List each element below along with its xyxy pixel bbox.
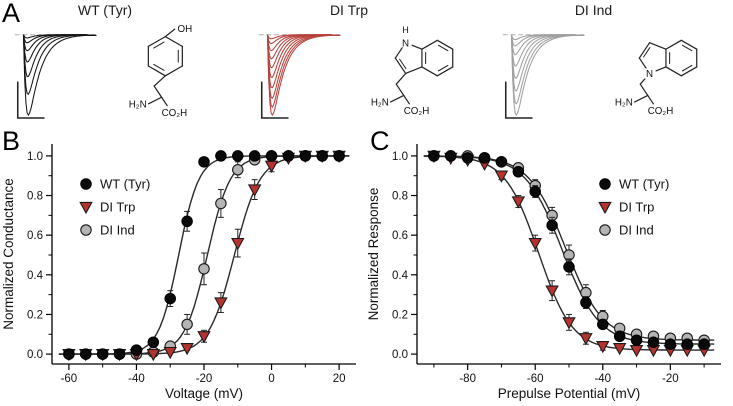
svg-text:Prepulse Potential (mV): Prepulse Potential (mV) (498, 386, 641, 401)
panel-a: A WT (Tyr) OH H₂N CO₂H DI Trp N H H₂N CO₂H DI… (0, 0, 733, 132)
trace-group-trp: DI Trp N H H₂N CO₂H (244, 2, 488, 126)
svg-text:H₂N: H₂N (371, 98, 389, 109)
activation-chart: -60 -40 -20 0 20 0.0 0.2 0.4 0.6 0.8 1.0 Voltage (m… (1, 144, 356, 401)
svg-text:0.4: 0.4 (392, 270, 409, 282)
svg-text:-80: -80 (459, 373, 476, 385)
svg-text:1.0: 1.0 (27, 151, 43, 163)
group-title-wt: WT (Tyr) (77, 2, 133, 18)
svg-text:0.8: 0.8 (27, 191, 43, 203)
svg-text:Normalized Response: Normalized Response (366, 188, 381, 321)
svg-text:0.2: 0.2 (27, 309, 43, 321)
svg-text:H: H (402, 25, 408, 35)
trace-group-wt: WT (Tyr) OH H₂N CO₂H (0, 2, 244, 126)
svg-text:-60: -60 (527, 373, 544, 385)
svg-text:DI Ind: DI Ind (100, 223, 135, 238)
group-title-ind: DI Ind (574, 2, 613, 18)
svg-text:H₂N: H₂N (615, 98, 633, 109)
panel-b: B -60 -40 -20 0 20 0.0 0.2 0.4 0.6 0.8 1.0 Voltage … (0, 126, 368, 406)
svg-text:0.6: 0.6 (27, 230, 43, 242)
indole-structure: N H₂N CO₂H (615, 39, 698, 117)
svg-text:0.4: 0.4 (27, 270, 44, 282)
svg-text:CO₂H: CO₂H (404, 106, 430, 117)
svg-text:WT (Tyr): WT (Tyr) (100, 177, 150, 192)
panel-a-groups: WT (Tyr) OH H₂N CO₂H DI Trp N H H₂N CO₂H DI I… (0, 2, 733, 126)
svg-text:0.6: 0.6 (392, 230, 408, 242)
current-traces-wt (14, 34, 97, 119)
svg-text:CO₂H: CO₂H (162, 108, 188, 119)
svg-text:0: 0 (268, 373, 274, 385)
svg-text:DI Trp: DI Trp (100, 200, 135, 215)
svg-text:OH: OH (177, 24, 192, 35)
svg-text:-40: -40 (128, 373, 145, 385)
svg-text:-60: -60 (61, 373, 78, 385)
svg-text:-40: -40 (594, 373, 611, 385)
svg-text:DI Ind: DI Ind (619, 223, 654, 238)
panel-c: C -80 -60 -40 -20 0.0 0.2 0.4 0.6 0.8 1.0 Prepulse… (365, 126, 733, 406)
tyrosine-structure: OH H₂N CO₂H (129, 24, 192, 119)
tryptophan-structure: NH H₂N CO₂H (371, 25, 454, 117)
svg-text:0.8: 0.8 (392, 191, 408, 203)
svg-text:H₂N: H₂N (129, 100, 147, 111)
svg-text:DI Trp: DI Trp (619, 200, 654, 215)
svg-text:Voltage (mV): Voltage (mV) (165, 386, 243, 401)
svg-text:20: 20 (333, 373, 346, 385)
current-traces-trp (258, 34, 341, 119)
trace-group-ind: DI Ind N H₂N CO₂H (488, 2, 733, 126)
panel-label-b: B (2, 126, 21, 156)
svg-text:Normalized Conductance: Normalized Conductance (1, 178, 16, 330)
panel-label-c: C (370, 126, 390, 156)
inactivation-chart: -80 -60 -40 -20 0.0 0.2 0.4 0.6 0.8 1.0 Prepulse P… (366, 144, 721, 401)
svg-text:WT (Tyr): WT (Tyr) (619, 177, 669, 192)
panel-label-a: A (2, 0, 21, 28)
current-traces-ind (502, 34, 585, 119)
svg-text:-20: -20 (662, 373, 679, 385)
svg-text:0.2: 0.2 (392, 309, 408, 321)
svg-text:CO₂H: CO₂H (648, 106, 674, 117)
svg-text:1.0: 1.0 (392, 151, 408, 163)
svg-text:0.0: 0.0 (27, 349, 43, 361)
svg-text:N: N (646, 69, 653, 80)
svg-text:N: N (402, 38, 409, 49)
group-title-trp: DI Trp (329, 2, 369, 18)
svg-text:-20: -20 (196, 373, 213, 385)
svg-text:0.0: 0.0 (392, 349, 408, 361)
